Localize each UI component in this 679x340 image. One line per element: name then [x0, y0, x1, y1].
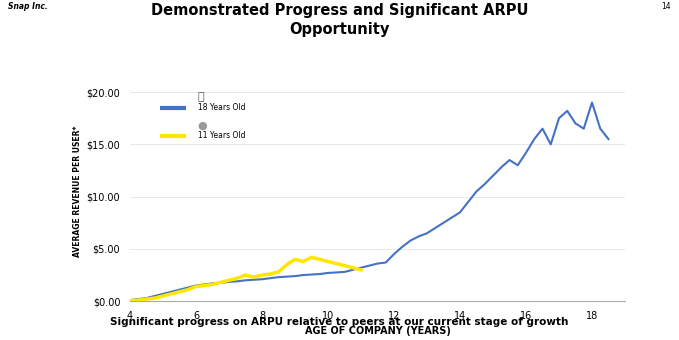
X-axis label: AGE OF COMPANY (YEARS): AGE OF COMPANY (YEARS): [305, 326, 450, 337]
Text: 14: 14: [661, 2, 671, 11]
Text: ⓕ: ⓕ: [198, 92, 204, 102]
Text: Significant progress on ARPU relative to peers at our current stage of growth: Significant progress on ARPU relative to…: [110, 318, 569, 327]
Text: 18 Years Old: 18 Years Old: [198, 103, 245, 112]
Text: Demonstrated Progress and Significant ARPU
Opportunity: Demonstrated Progress and Significant AR…: [151, 3, 528, 37]
Text: Global: Global: [320, 62, 359, 72]
Text: Snap Inc.: Snap Inc.: [8, 2, 48, 11]
Text: ●: ●: [198, 120, 207, 131]
Y-axis label: AVERAGE REVENUE PER USER*: AVERAGE REVENUE PER USER*: [73, 126, 82, 257]
Text: 11 Years Old: 11 Years Old: [198, 132, 245, 140]
